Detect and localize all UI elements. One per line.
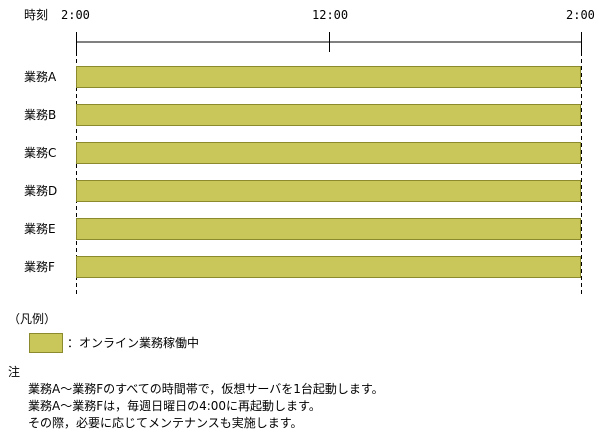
notes-title: 注 bbox=[8, 365, 21, 379]
row-label-d: 業務D bbox=[24, 184, 58, 198]
tick-label-mid: 12:00 bbox=[312, 8, 349, 22]
row-label-c: 業務C bbox=[24, 146, 57, 160]
row-label-b: 業務B bbox=[24, 108, 57, 122]
tick-label-start: 2:00 bbox=[61, 8, 90, 22]
note-line-3: その際，必要に応じてメンテナンスも実施します。 bbox=[28, 416, 303, 430]
time-header-label: 時刻 bbox=[24, 8, 49, 22]
legend-label: ：オンライン業務稼働中 bbox=[67, 336, 200, 350]
row-label-a: 業務A bbox=[24, 70, 57, 84]
activity-bar-b bbox=[76, 104, 581, 126]
row-label-e: 業務E bbox=[24, 222, 56, 236]
activity-bar-f bbox=[76, 256, 581, 278]
activity-bar-c bbox=[76, 142, 581, 164]
row-label-f: 業務F bbox=[24, 260, 55, 274]
legend-swatch bbox=[29, 333, 63, 353]
activity-bar-e bbox=[76, 218, 581, 240]
note-line-2: 業務A～業務Fは，毎週日曜日の4:00に再起動します。 bbox=[28, 399, 321, 413]
activity-bar-a bbox=[76, 66, 581, 88]
activity-bar-d bbox=[76, 180, 581, 202]
legend-title: （凡例） bbox=[8, 312, 57, 326]
note-line-1: 業務A～業務Fのすべての時間帯で，仮想サーバを1台起動します。 bbox=[28, 382, 384, 396]
tick-label-end: 2:00 bbox=[566, 8, 595, 22]
